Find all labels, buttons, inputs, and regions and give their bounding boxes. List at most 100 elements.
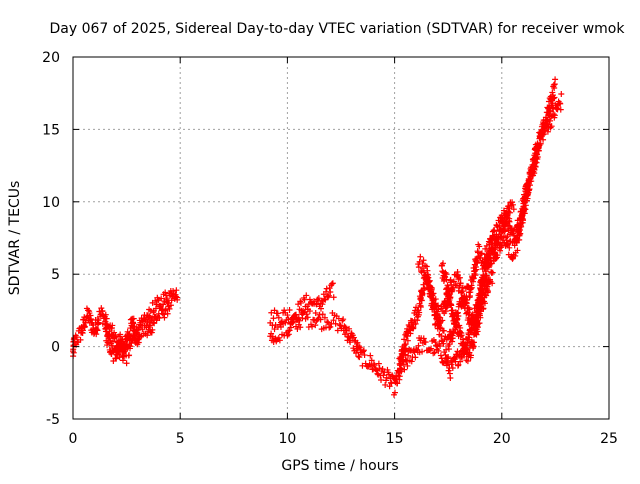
data-point [127,343,134,350]
data-point [285,331,292,338]
series-segment [415,76,559,353]
data-point [470,339,477,346]
data-point [457,333,464,340]
data-point [87,315,94,322]
data-point [309,323,316,330]
axis-ticks: 0 5 10 15 20 25 -5 0 5 10 15 20 [42,50,618,447]
data-point [296,317,303,324]
data-point [332,320,339,327]
data-point [355,343,362,350]
data-point [506,244,513,251]
data-point [70,349,77,356]
data-point [317,316,324,323]
data-point [439,260,446,267]
data-point [440,327,447,334]
data-point [404,337,411,344]
data-point [401,336,408,343]
data-point [315,295,322,302]
data-point [166,305,173,312]
data-point [312,322,319,329]
data-point [431,349,438,356]
data-point [168,297,175,304]
data-point [119,357,126,364]
data-point [472,272,479,279]
data-point [444,334,451,341]
data-point [449,364,456,371]
data-point [481,300,488,307]
x-tick-label: 20 [493,431,511,447]
data-point [551,85,558,92]
data-point [373,366,380,373]
data-point [99,307,106,314]
plot-frame [72,56,610,420]
data-point [287,324,294,331]
data-point [415,342,422,349]
data-point [551,94,558,101]
data-point [412,320,419,327]
data-point [173,294,180,301]
data-point [408,358,415,365]
data-point [396,369,403,376]
data-point [330,317,337,324]
data-point [321,296,328,303]
data-point [289,319,296,326]
data-point [334,327,341,334]
data-point [454,316,461,323]
data-point [277,323,284,330]
data-point [159,306,166,313]
data-point [502,226,509,233]
data-point [462,345,469,352]
data-point [136,333,143,340]
data-point [397,362,404,369]
data-point [557,100,564,107]
data-point [483,272,490,279]
data-series [70,76,565,398]
data-point [396,373,403,380]
data-point [459,288,466,295]
data-point [425,272,432,279]
data-point [514,247,521,254]
data-point [487,236,494,243]
data-point [123,360,130,367]
data-point [429,295,436,302]
data-point [268,309,275,316]
data-point [276,337,283,344]
data-point [322,296,329,303]
data-point [361,352,368,359]
y-tick-label: 5 [51,267,60,283]
data-point [521,210,528,217]
data-point [449,307,456,314]
x-tick-label: 10 [278,431,296,447]
data-point [144,332,151,339]
data-point [506,209,513,216]
data-point [435,306,442,313]
data-point [445,353,452,360]
data-point [558,90,565,97]
data-point [167,287,174,294]
data-point [477,314,484,321]
data-point [420,257,427,264]
data-point [147,319,154,326]
data-point [388,380,395,387]
data-point [346,325,353,332]
data-point [489,240,496,247]
data-point [551,112,558,119]
data-point [312,310,319,317]
data-point [360,348,367,355]
data-point [550,95,557,102]
data-point [449,338,456,345]
data-point [268,330,275,337]
data-point [116,354,123,361]
data-point [306,308,313,315]
data-point [503,213,510,220]
data-point [286,306,293,313]
data-point [379,365,386,372]
data-point [402,345,409,352]
data-point [382,381,389,388]
data-point [524,182,531,189]
data-point [531,166,538,173]
data-point [161,314,168,321]
data-point [375,360,382,367]
data-point [497,247,504,254]
data-point [431,304,438,311]
